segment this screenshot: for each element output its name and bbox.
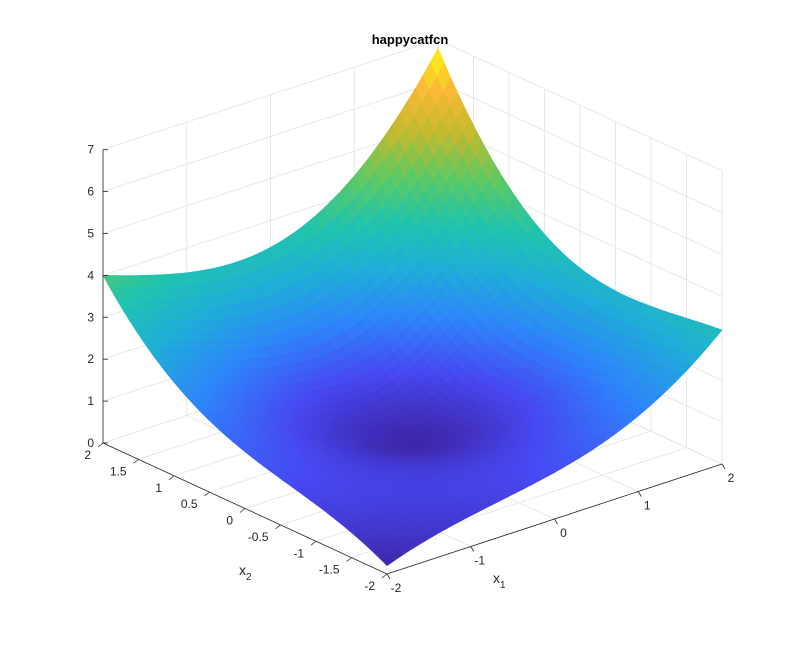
x-tick — [721, 463, 726, 470]
z-tick-label: 2 — [87, 352, 94, 366]
y-tick — [310, 540, 317, 546]
z-tick-label: 1 — [87, 394, 94, 408]
y-tick — [346, 557, 352, 562]
y-tick-label: 1 — [155, 481, 162, 495]
wall-gridline-z — [437, 123, 723, 255]
z-tick-label: 7 — [87, 143, 94, 157]
x-tick-label: -2 — [391, 581, 402, 595]
wall-gridline-z — [437, 39, 723, 172]
x-axis-label: x1 — [493, 570, 506, 591]
y-tick-label: -0.5 — [248, 530, 269, 544]
axes-front-lines — [97, 149, 726, 580]
x-tick-label: 2 — [728, 471, 735, 485]
wall-gridline-z — [437, 81, 723, 213]
y-tick — [204, 491, 210, 497]
y-tick-label: -1.5 — [319, 563, 340, 577]
z-tick-label: 3 — [87, 310, 94, 324]
x-tick — [470, 546, 475, 552]
y-tick — [133, 459, 139, 464]
y-tick — [168, 475, 175, 481]
y-tick-label: -1 — [293, 546, 304, 560]
y-tick-label: -2 — [364, 579, 375, 593]
y-tick-label: 0 — [226, 514, 233, 528]
x-tick-label: 0 — [560, 526, 567, 540]
x-tick-label: -1 — [474, 554, 485, 568]
wall-gridline-z — [102, 81, 439, 192]
y-axis-label: x2 — [239, 562, 252, 583]
x-tick — [386, 573, 391, 580]
x-tick — [554, 518, 558, 525]
y-tick — [381, 573, 388, 579]
y-tick — [239, 508, 246, 513]
z-tick-label: 5 — [87, 227, 94, 241]
z-tick-label: 0 — [87, 436, 94, 450]
surface-mesh — [102, 47, 723, 566]
y-tick — [275, 524, 281, 530]
surface-patch — [380, 553, 396, 566]
y-tick-label: 1.5 — [110, 464, 127, 478]
y-tick-label: 0.5 — [181, 497, 198, 511]
z-tick-label: 4 — [87, 268, 94, 282]
z-tick-label: 6 — [87, 185, 94, 199]
wall-gridline-z — [102, 39, 439, 151]
x-tick — [637, 491, 642, 497]
y-tick-label: 2 — [84, 448, 91, 462]
chart-title: happycatfcn — [372, 32, 449, 47]
x-tick-label: 1 — [644, 499, 651, 513]
tick-labels: 0 1 2 3 4 5 6 7 -2 -1 0 1 2 -2 -1.5 -1 -0.5 0 0.5 1 1.5 2 — [84, 143, 734, 595]
y-tick — [97, 442, 104, 448]
